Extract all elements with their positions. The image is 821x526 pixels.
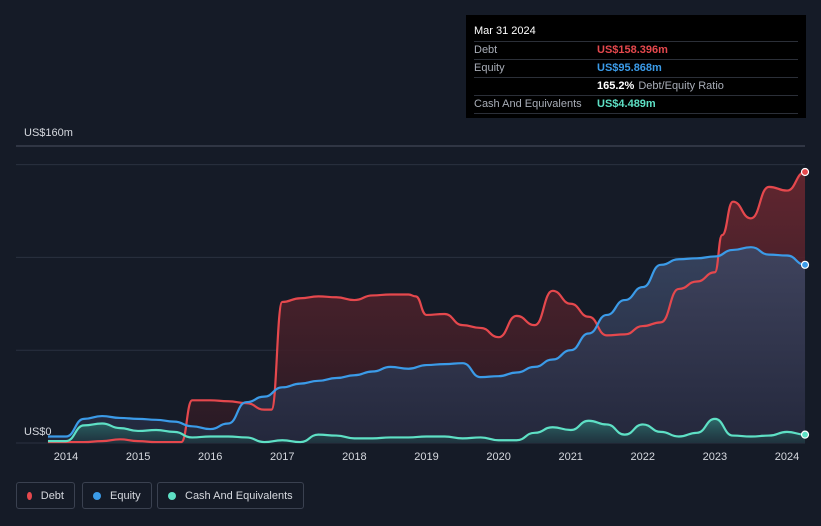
tooltip-panel: Mar 31 2024 Debt US$158.396m Equity US$9… xyxy=(466,15,806,118)
x-tick-label: 2014 xyxy=(54,451,78,463)
equity-line xyxy=(47,246,806,438)
x-tick-label: 2019 xyxy=(414,451,438,463)
debt-legend-dot xyxy=(27,491,32,500)
cash-endpoint xyxy=(800,430,810,439)
x-tick-label: 2023 xyxy=(703,451,727,463)
series-lines xyxy=(47,170,806,444)
tooltip-cash-label: Cash And Equivalents xyxy=(474,98,582,110)
tooltip-date: Mar 31 2024 xyxy=(474,25,536,37)
tooltip-ratio-label: Debt/Equity Ratio xyxy=(638,80,724,92)
legend-debt-label: Debt xyxy=(40,489,64,502)
x-tick-label: 2020 xyxy=(486,451,510,463)
legend-cash[interactable]: Cash And Equivalents xyxy=(157,482,304,509)
equity-endpoint xyxy=(800,260,810,269)
tooltip-equity-label: Equity xyxy=(474,62,505,74)
tooltip-row-equity: Equity US$95.868m xyxy=(474,59,798,77)
x-tick-label: 2017 xyxy=(270,451,294,463)
debt-endpoint xyxy=(800,167,810,177)
cash-legend-dot xyxy=(168,491,176,500)
x-tick-label: 2018 xyxy=(342,451,366,463)
tooltip-debt-label: Debt xyxy=(474,44,498,56)
cash-line xyxy=(47,417,806,444)
tooltip-cash-value: US$4.489m xyxy=(597,98,656,110)
tooltip-equity-value: US$95.868m xyxy=(597,62,662,74)
y-axis: US$160m US$0 xyxy=(24,127,73,438)
equity-legend-dot xyxy=(93,491,101,500)
tooltip-ratio-value: 165.2% xyxy=(597,80,635,92)
tooltip-debt-value: US$158.396m xyxy=(597,44,668,56)
x-tick-label: 2021 xyxy=(558,451,582,463)
equity-area xyxy=(47,247,806,443)
series-endpoints xyxy=(800,167,810,439)
legend-equity-label: Equity xyxy=(110,489,141,502)
debt-line xyxy=(47,170,806,444)
x-tick-label: 2022 xyxy=(631,451,655,463)
x-tick-label: 2015 xyxy=(126,451,150,463)
series-areas xyxy=(47,171,806,444)
x-tick-label: 2016 xyxy=(198,451,222,463)
legend-cash-label: Cash And Equivalents xyxy=(185,489,293,502)
x-tick-label: 2024 xyxy=(775,451,799,463)
tooltip-row-ratio: 165.2% Debt/Equity Ratio xyxy=(474,77,798,95)
legend-debt[interactable]: Debt xyxy=(16,482,75,509)
y-axis-label-bottom: US$0 xyxy=(24,426,52,438)
tooltip-row-cash: Cash And Equivalents US$4.489m xyxy=(474,95,798,114)
x-axis: 2014 2015 2016 2017 2018 2019 2020 2021 2022 2023… xyxy=(54,451,799,463)
y-axis-label-top: US$160m xyxy=(24,127,73,139)
legend-equity[interactable]: Equity xyxy=(82,482,152,509)
tooltip-row-debt: Debt US$158.396m xyxy=(474,41,798,59)
